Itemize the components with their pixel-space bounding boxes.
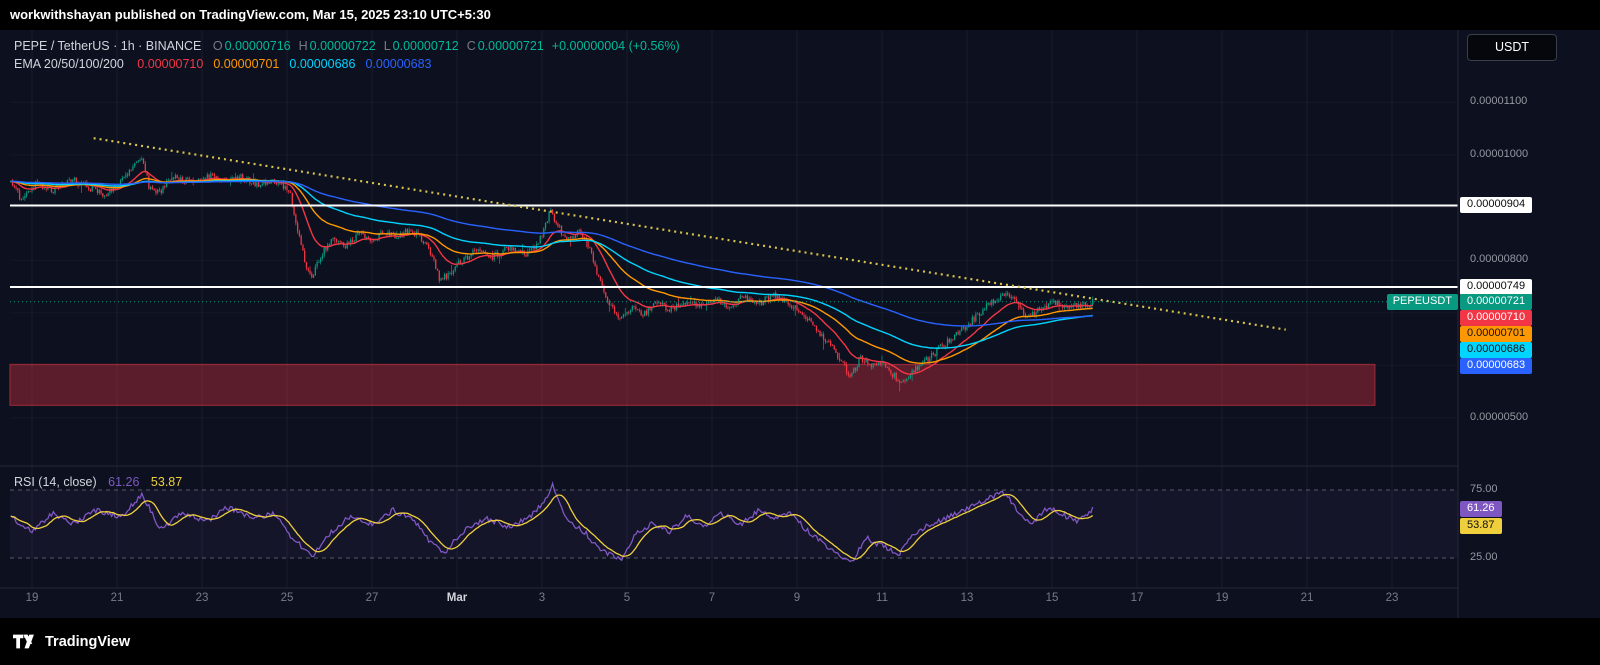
candles-layer — [10, 156, 1094, 392]
ohlc-value: 0.00000721 — [477, 39, 544, 53]
rsi-legend[interactable]: RSI (14, close) 61.26 53.87 — [14, 474, 182, 490]
rsi-value-badge: 53.87 — [1460, 517, 1502, 534]
symbol-title: PEPE / TetherUS · 1h · BINANCE — [14, 39, 202, 53]
tradingview-logo-icon[interactable] — [13, 634, 37, 649]
rsi-layer — [10, 481, 1094, 563]
support-zone[interactable] — [9, 363, 1376, 406]
price-axis-label: 0.00000800 — [1470, 253, 1529, 266]
symbol-price-tag: PEPEUSDT — [1386, 293, 1458, 310]
rsi-ma-value: 53.87 — [150, 475, 183, 489]
ema-legend-value: 0.00000686 — [289, 57, 356, 71]
footer-bar: TradingView — [0, 618, 1600, 665]
rsi-line — [10, 481, 1094, 563]
price-axis-label: 0.00001100 — [1470, 95, 1528, 108]
ohlc-letter: L — [383, 39, 391, 53]
time-axis-label: 11 — [876, 592, 888, 604]
ema-price-badge: 0.00000701 — [1460, 325, 1533, 342]
time-axis-label: 9 — [793, 592, 801, 604]
price-level-badge: 0.00000749 — [1460, 279, 1533, 296]
ema-price-badge: 0.00000710 — [1460, 309, 1533, 326]
time-axis-label: Mar — [446, 592, 468, 604]
ema-legend-value: 0.00000710 — [137, 57, 204, 71]
rsi-indicator-label: RSI (14, close) — [14, 475, 97, 489]
price-axis[interactable]: 0.00001100 0.00001000 0.00000800 0.00000500… — [1458, 30, 1600, 618]
time-axis-label: 19 — [25, 592, 39, 604]
ohlc-value: 0.00000712 — [392, 39, 459, 53]
time-axis-label: 5 — [623, 592, 631, 604]
price-axis-label: 0.00000500 — [1470, 411, 1529, 423]
ema-price-badge: 0.00000686 — [1460, 341, 1533, 358]
time-axis-label: 23 — [195, 592, 209, 604]
ema-legend-value: 0.00000683 — [365, 57, 432, 71]
ohlc-letter: H — [298, 39, 308, 53]
last-price-badge: 0.00000721 — [1460, 293, 1533, 310]
time-axis-label: 21 — [1300, 592, 1314, 604]
ema-line-200 — [10, 180, 1093, 327]
ema-legend-value: 0.00000701 — [213, 57, 280, 71]
time-axis-label: 15 — [1045, 592, 1059, 604]
price-change: +0.00000004 (+0.56%) — [551, 39, 680, 53]
currency-toggle-button[interactable]: USDT — [1467, 34, 1557, 61]
ohlc-value: 0.00000716 — [224, 39, 291, 53]
ema-indicator-label: EMA 20/50/100/200 — [14, 57, 124, 71]
time-axis-label: 25 — [280, 592, 294, 604]
time-axis-label: 19 — [1215, 592, 1229, 604]
rsi-value: 61.26 — [108, 475, 140, 489]
time-axis-label: 13 — [960, 592, 974, 604]
time-axis-label: 21 — [110, 592, 124, 604]
tradingview-wordmark[interactable]: TradingView — [45, 633, 131, 650]
ohlc-letter: O — [212, 39, 223, 53]
ohlc-value: 0.00000722 — [309, 39, 376, 53]
time-axis-label: 23 — [1385, 592, 1399, 604]
time-axis-label: 3 — [538, 592, 546, 604]
time-axis[interactable]: 19 21 23 25 27 Mar 3 5 7 9 11 13 15 17 19 21 23 — [0, 592, 1458, 610]
ema-values: 0.00000710 0.00000701 0.00000686 0.00000683 — [127, 57, 431, 71]
price-axis-label: 0.00001000 — [1470, 148, 1529, 160]
time-axis-label: 7 — [708, 592, 716, 604]
rsi-ma-line — [10, 493, 1094, 560]
symbol-legend[interactable]: PEPE / TetherUS · 1h · BINANCE O 0.000007… — [14, 38, 680, 54]
ohlc-letter: C — [466, 39, 476, 53]
rsi-level-label: 25.00 — [1470, 551, 1498, 563]
ema-price-badge: 0.00000683 — [1460, 357, 1533, 374]
rsi-level-label: 75.00 — [1470, 483, 1498, 495]
rsi-value-badge: 61.26 — [1460, 500, 1502, 517]
ema-legend[interactable]: EMA 20/50/100/200 0.00000710 0.00000701 0.… — [14, 56, 431, 72]
rsi-band — [10, 490, 1458, 558]
publish-banner: workwithshayan published on TradingView.… — [0, 0, 1600, 30]
price-level-badge: 0.00000904 — [1460, 197, 1533, 214]
time-axis-label: 17 — [1130, 592, 1144, 604]
ohlc-values: O 0.00000716 H 0.00000722 L 0.00000712 C 0.0000… — [205, 39, 680, 53]
time-axis-label: 27 — [365, 592, 379, 604]
descending-trendline[interactable] — [93, 137, 1286, 331]
